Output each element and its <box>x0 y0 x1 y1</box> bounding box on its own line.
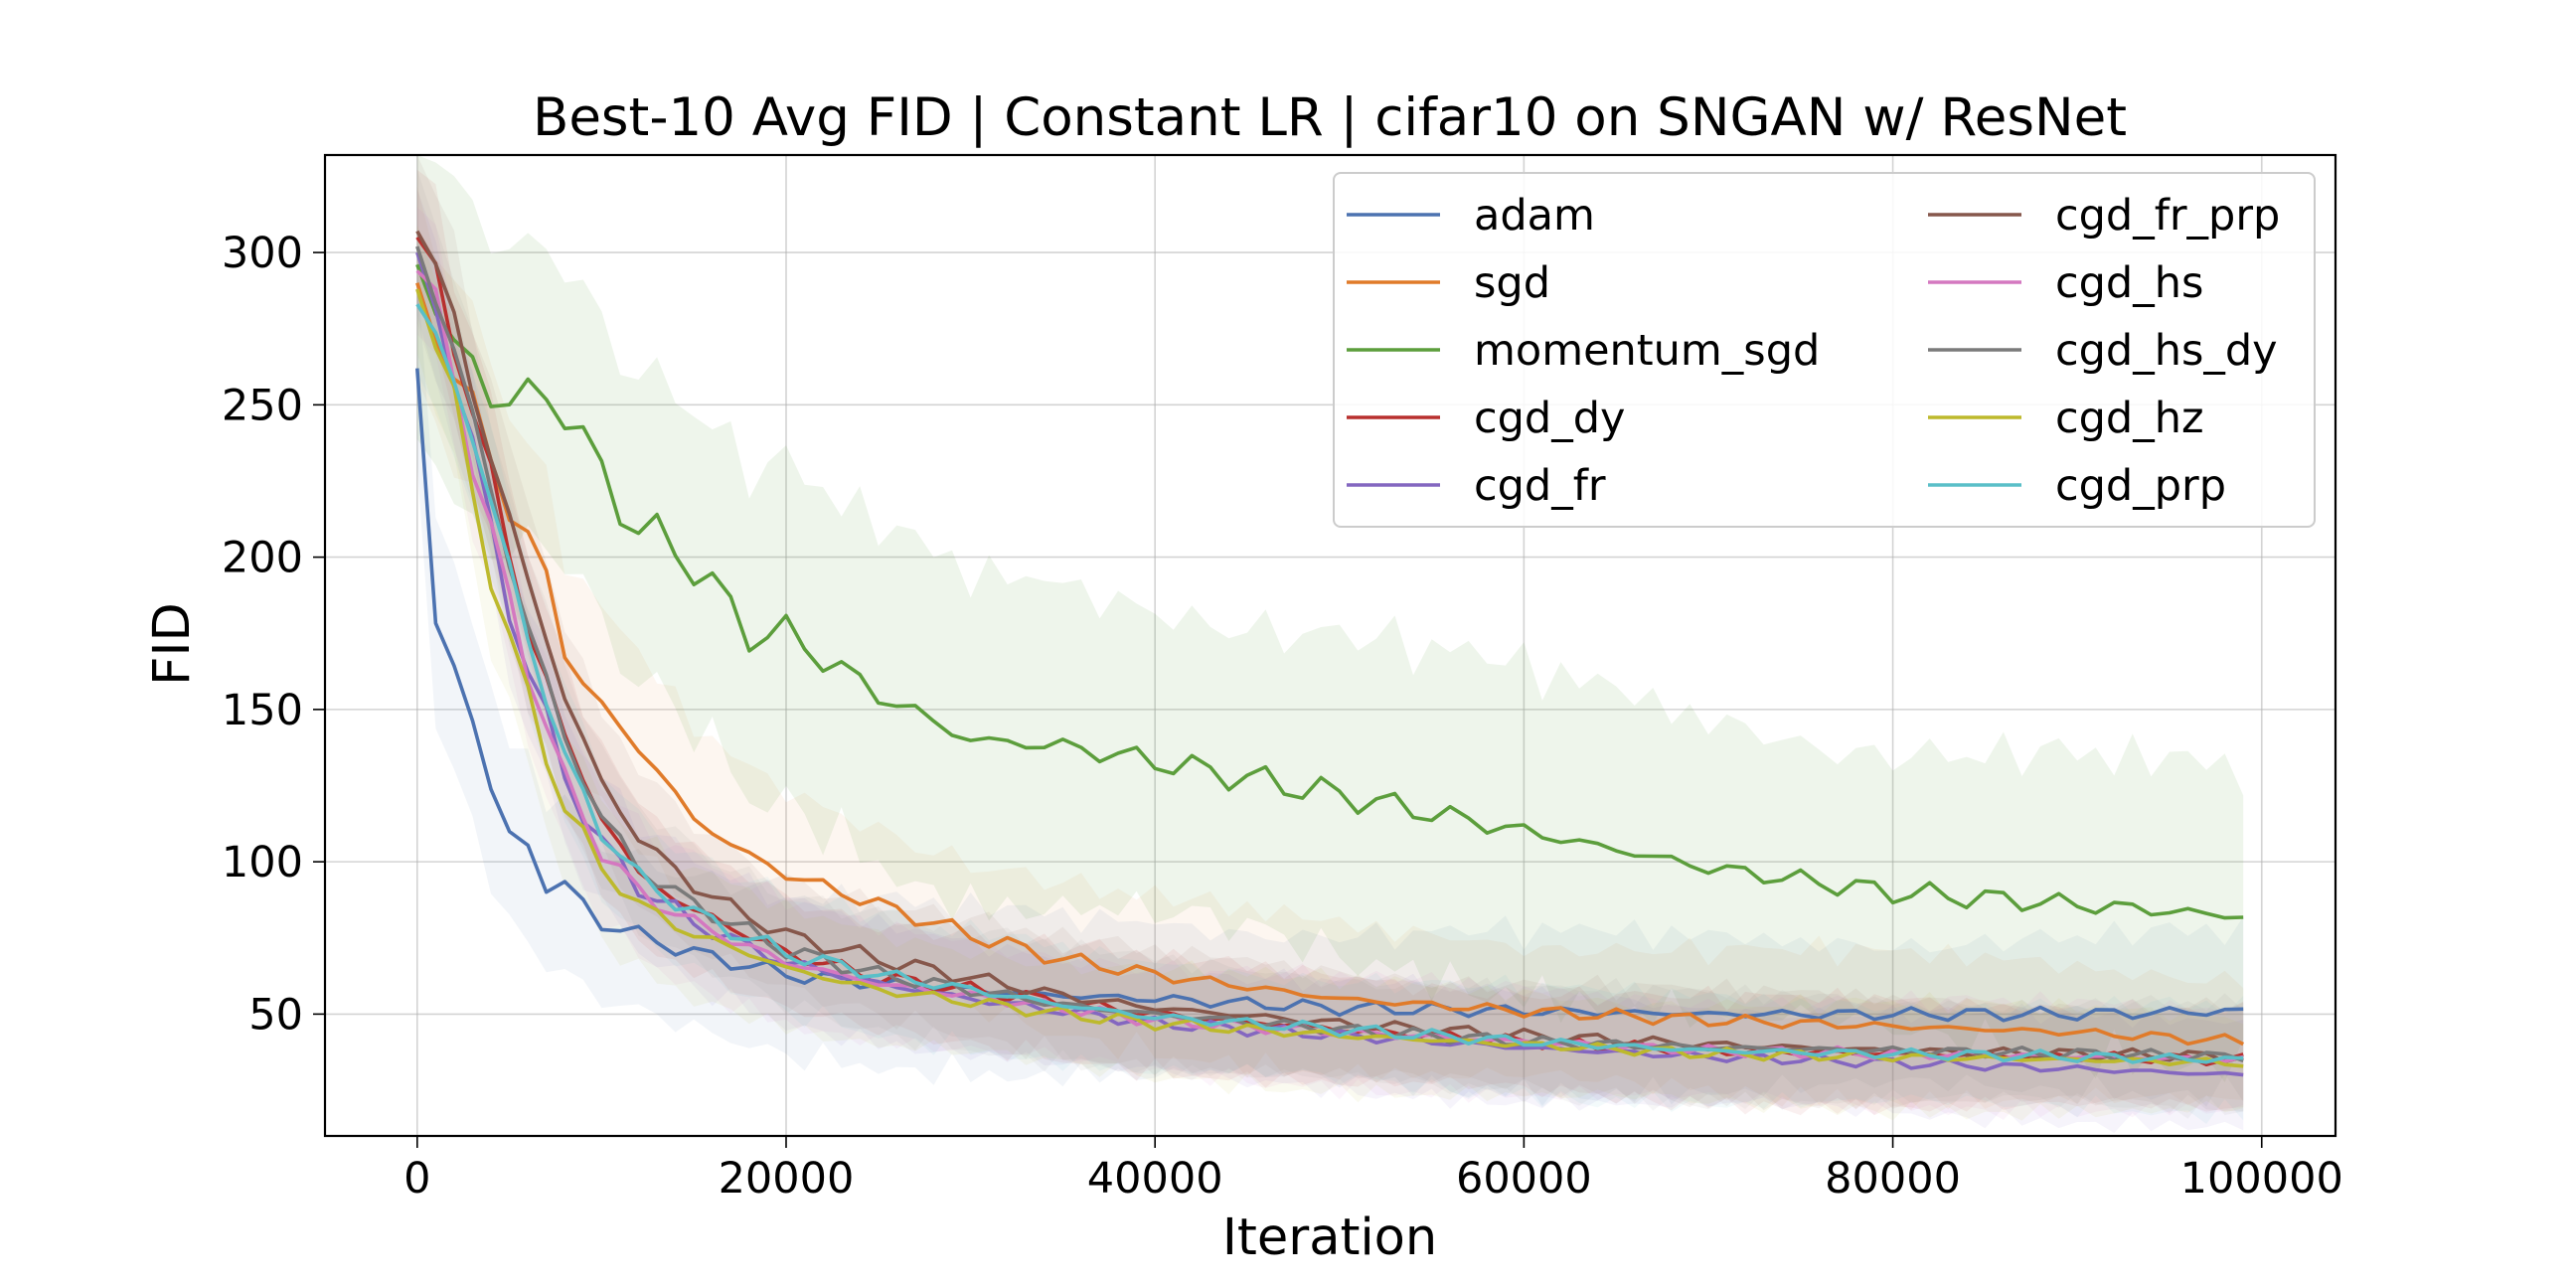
axis-ticks: 0 20000 40000 60000 80000 100000 50 100 150 200 25… <box>222 229 2343 1204</box>
band-sgd <box>416 186 2244 1110</box>
legend-label-cgd_hs: cgd_hs <box>2055 258 2203 308</box>
x-tick-label: 100000 <box>2180 1154 2343 1204</box>
legend-label-momentum_sgd: momentum_sgd <box>1474 326 1820 376</box>
series-lines <box>415 230 2245 1077</box>
band-cgd_hs_dy <box>416 169 2244 1119</box>
line-sgd <box>415 282 2245 1046</box>
band-momentum_sgd <box>416 155 2244 1082</box>
y-tick-label: 50 <box>248 990 303 1040</box>
legend-label-cgd_hs_dy: cgd_hs_dy <box>2055 326 2278 376</box>
y-axis-label: FID <box>143 602 202 686</box>
plot-frame <box>323 153 2337 1138</box>
legend-label-cgd_hz: cgd_hz <box>2055 394 2204 443</box>
x-tick-label: 40000 <box>1087 1154 1223 1204</box>
x-tick-label: 0 <box>403 1154 430 1204</box>
y-tick-label: 150 <box>222 686 303 735</box>
band-cgd_dy <box>416 169 2244 1116</box>
line-adam <box>415 368 2244 1023</box>
legend-label-cgd_fr_prp: cgd_fr_prp <box>2055 191 2280 241</box>
y-tick-label: 200 <box>222 534 303 583</box>
legend-label-cgd_dy: cgd_dy <box>1474 394 1625 443</box>
line-momentum_sgd <box>415 263 2244 920</box>
legend-label-adam: adam <box>1474 191 1595 241</box>
band-cgd_hz <box>416 225 2244 1121</box>
chart-title: Best-10 Avg FID | Constant LR | cifar10 … <box>533 87 2127 148</box>
line-cgd_prp <box>415 303 2244 1064</box>
legend-label-cgd_prp: cgd_prp <box>2055 461 2226 511</box>
legend: adam sgd momentum_sgd cgd_dy cgd_fr cgd_fr_pr… <box>1333 172 2316 528</box>
legend-label-sgd: sgd <box>1474 258 1550 308</box>
y-tick-label: 100 <box>222 838 303 887</box>
x-axis-label: Iteration <box>1222 1208 1437 1267</box>
x-tick-label: 20000 <box>719 1154 855 1204</box>
y-tick-label: 250 <box>222 381 303 430</box>
y-tick-label: 300 <box>222 229 303 278</box>
band-adam <box>416 271 2244 1107</box>
x-tick-label: 60000 <box>1456 1154 1592 1204</box>
legend-label-cgd_fr: cgd_fr <box>1474 461 1606 511</box>
x-tick-label: 80000 <box>1825 1154 1961 1204</box>
band-cgd_fr <box>416 189 2244 1133</box>
band-cgd_hs <box>416 207 2244 1120</box>
line-cgd_fr_prp <box>415 230 2244 1063</box>
legend-box <box>1333 172 2316 528</box>
